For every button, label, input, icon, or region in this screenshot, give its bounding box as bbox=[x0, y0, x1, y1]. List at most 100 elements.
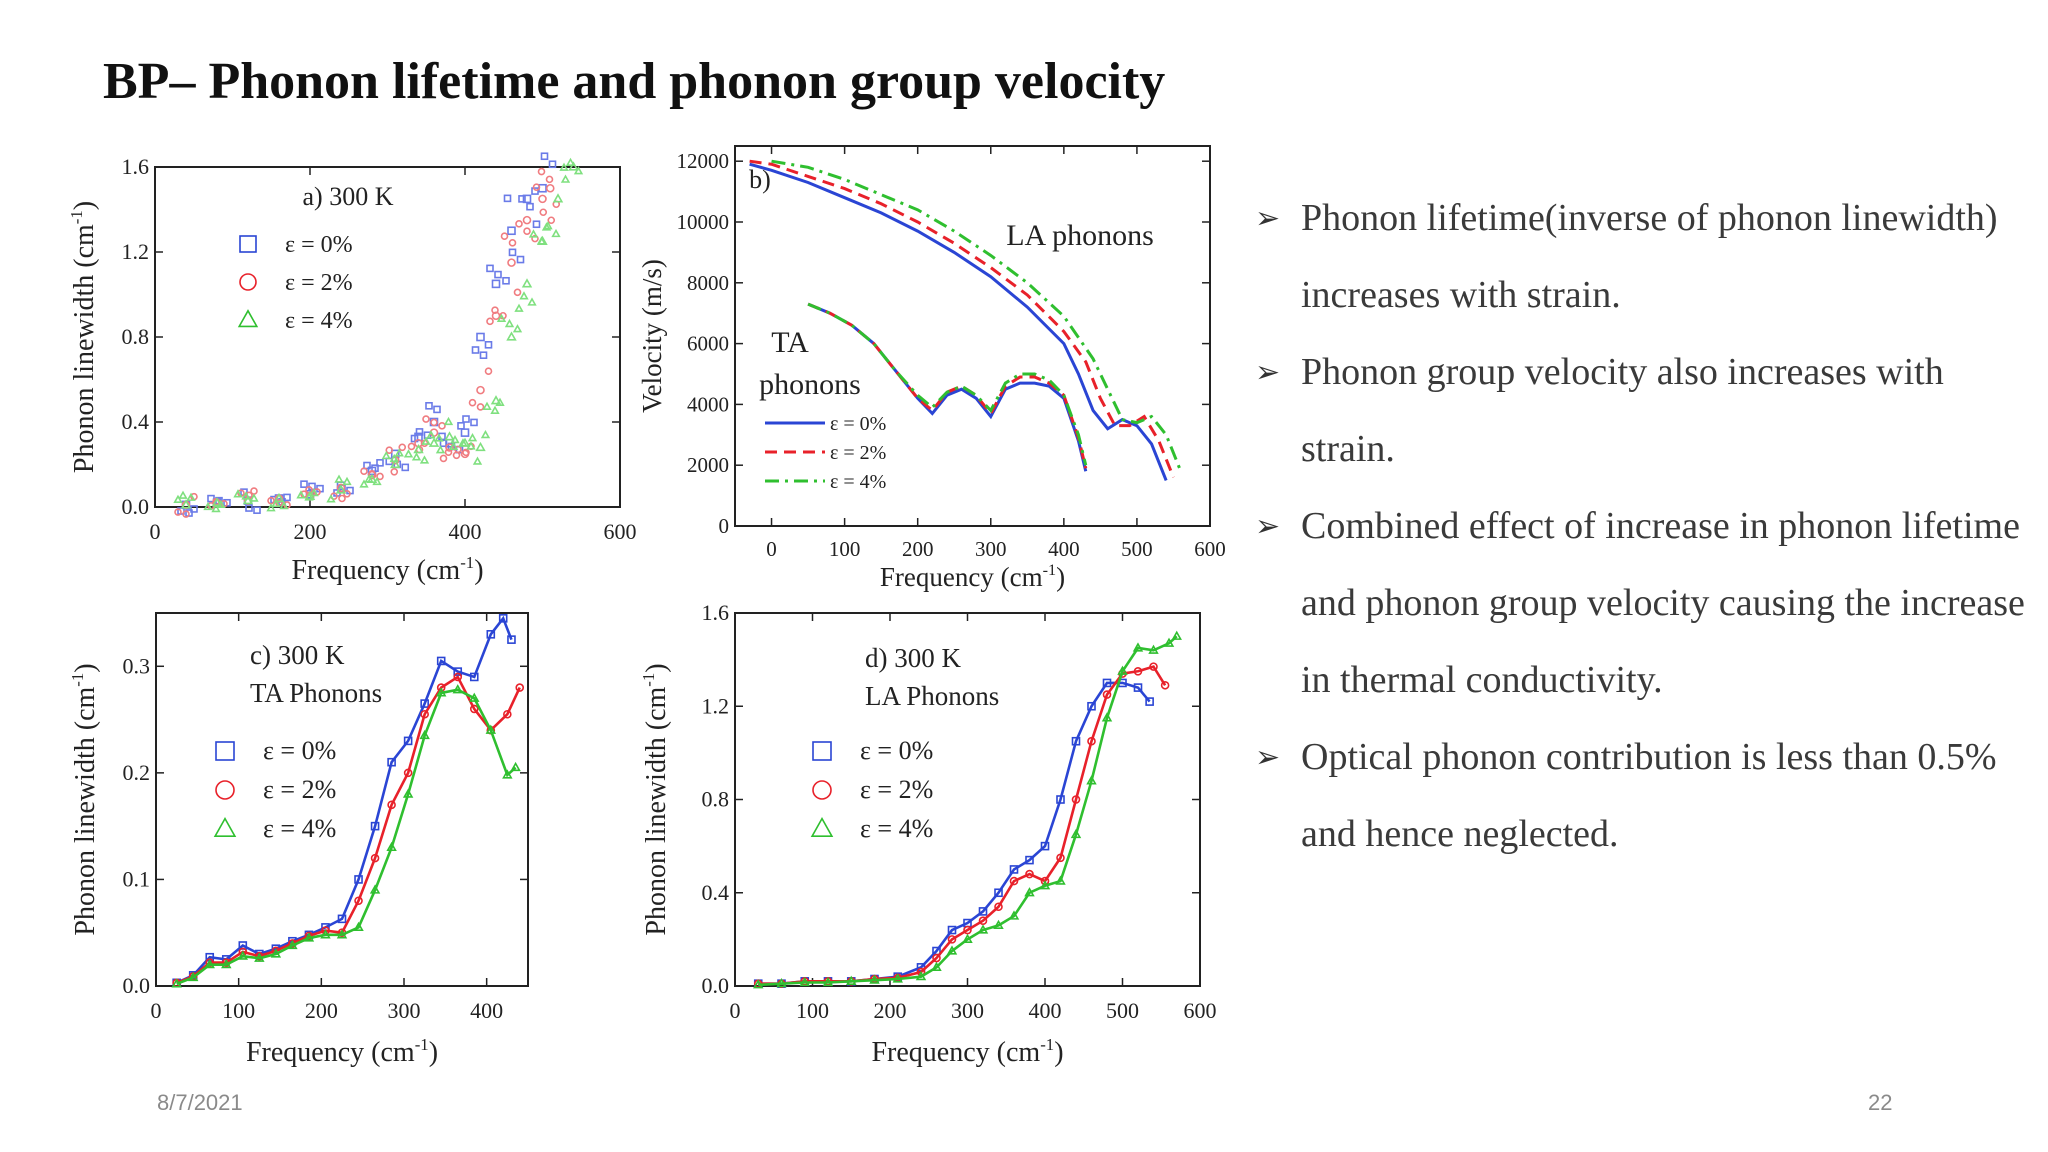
y-axis-label: Phonon linewidth (cm-1) bbox=[68, 663, 101, 935]
data-point bbox=[413, 443, 424, 454]
y-axis-label-sup: -1 bbox=[639, 673, 658, 687]
data-point bbox=[303, 932, 315, 942]
data-point bbox=[523, 227, 531, 236]
y-axis-label-sup: -1 bbox=[67, 210, 86, 224]
x-tick-label: 600 bbox=[1184, 998, 1217, 1023]
data-point bbox=[486, 264, 494, 273]
bullet-item: ➢ Optical phonon contribution is less tha… bbox=[1255, 719, 2035, 873]
x-tick-label: 200 bbox=[294, 519, 327, 544]
data-point bbox=[486, 630, 496, 639]
data-point bbox=[507, 635, 516, 644]
data-point bbox=[994, 902, 1003, 912]
data-point bbox=[221, 959, 232, 969]
data-point bbox=[537, 167, 546, 176]
data-point bbox=[1133, 683, 1143, 692]
data-point bbox=[422, 415, 430, 423]
data-point bbox=[415, 428, 424, 436]
data-point bbox=[364, 474, 374, 483]
data-point bbox=[420, 699, 429, 708]
x-axis-label-part: ) bbox=[429, 1037, 438, 1068]
data-point bbox=[528, 229, 539, 238]
data-point bbox=[279, 500, 289, 510]
y-tick-label: 0.8 bbox=[702, 787, 730, 812]
legend-label: ε = 0% bbox=[263, 736, 336, 765]
data-point bbox=[372, 476, 382, 486]
data-point bbox=[469, 704, 479, 714]
data-point bbox=[476, 332, 485, 342]
x-tick-label: 0 bbox=[150, 519, 161, 544]
data-point bbox=[527, 297, 537, 306]
data-point bbox=[253, 506, 261, 514]
data-point bbox=[947, 925, 957, 935]
slide-date: 8/7/2021 bbox=[157, 1090, 243, 1115]
data-point bbox=[300, 480, 308, 488]
data-point bbox=[962, 933, 973, 943]
series-line bbox=[176, 675, 521, 985]
y-tick-label: 1.2 bbox=[122, 239, 150, 264]
x-axis-label: Frequency (cm-1) bbox=[291, 553, 483, 586]
x-tick-label: 0 bbox=[151, 998, 162, 1023]
y-axis-label: Velocity (m/s) bbox=[637, 259, 667, 413]
series-1 bbox=[174, 167, 561, 518]
data-point bbox=[453, 667, 463, 676]
data-point bbox=[186, 492, 196, 501]
x-tick-label: 600 bbox=[604, 519, 637, 544]
data-point bbox=[182, 510, 190, 518]
data-point bbox=[532, 220, 541, 229]
data-point bbox=[448, 441, 459, 451]
data-point bbox=[508, 239, 517, 247]
y-tick-label: 1.6 bbox=[122, 154, 150, 179]
data-point bbox=[518, 195, 526, 203]
data-point bbox=[1024, 887, 1035, 897]
data-point bbox=[1071, 736, 1081, 746]
data-point bbox=[545, 175, 554, 184]
data-point bbox=[420, 709, 429, 719]
data-point bbox=[1070, 828, 1082, 839]
data-point bbox=[1148, 644, 1159, 654]
plot-frame bbox=[734, 145, 1211, 527]
series-line-LA bbox=[749, 162, 1168, 481]
data-point bbox=[532, 183, 541, 191]
data-point bbox=[471, 346, 480, 354]
x-tick-label: 100 bbox=[796, 998, 829, 1023]
y-axis-label-part: Phonon linewidth (cm bbox=[641, 687, 672, 936]
x-axis-label-sup: -1 bbox=[415, 1035, 429, 1054]
x-axis-label-part: ) bbox=[1056, 562, 1065, 592]
data-point bbox=[233, 489, 243, 498]
data-point bbox=[421, 436, 431, 445]
series-line bbox=[176, 615, 513, 984]
data-point bbox=[457, 422, 465, 430]
x-tick-label: 300 bbox=[975, 537, 1007, 561]
chart-b: 0 100 200 300 400 500 600020004000600080001000… bbox=[637, 145, 1226, 592]
data-point bbox=[512, 324, 523, 333]
data-point bbox=[211, 497, 223, 507]
x-axis-label-part: Frequency (cm bbox=[246, 1037, 415, 1068]
x-tick-label: 200 bbox=[902, 537, 934, 561]
y-axis-label: Phonon linewidth (cm-1) bbox=[639, 663, 672, 935]
y-axis-label-part: Phonon linewidth (cm bbox=[70, 687, 101, 936]
data-point bbox=[1163, 637, 1175, 647]
data-point bbox=[519, 291, 529, 300]
data-point bbox=[245, 504, 253, 512]
data-point bbox=[387, 800, 396, 810]
data-point bbox=[371, 464, 379, 472]
data-point bbox=[428, 437, 440, 447]
data-point bbox=[444, 431, 455, 441]
data-point bbox=[394, 448, 404, 457]
data-point bbox=[309, 487, 319, 497]
data-point bbox=[376, 459, 384, 467]
x-tick-label: 400 bbox=[1029, 998, 1062, 1023]
data-point bbox=[946, 945, 958, 955]
data-point bbox=[370, 853, 380, 863]
y-tick-label: 0.4 bbox=[702, 880, 730, 905]
data-point bbox=[470, 418, 478, 427]
legend-label: ε = 0% bbox=[860, 736, 933, 765]
legend-label: ε = 4% bbox=[860, 814, 933, 843]
x-axis-label-part: Frequency (cm bbox=[871, 1037, 1040, 1068]
bullet-item: ➢ Phonon group velocity also increases wi… bbox=[1255, 334, 2035, 488]
data-point bbox=[993, 919, 1004, 929]
bullet-item: ➢ Phonon lifetime(inverse of phonon linew… bbox=[1255, 180, 2035, 334]
data-point bbox=[522, 194, 532, 204]
data-point bbox=[508, 248, 517, 257]
data-point bbox=[171, 978, 182, 988]
